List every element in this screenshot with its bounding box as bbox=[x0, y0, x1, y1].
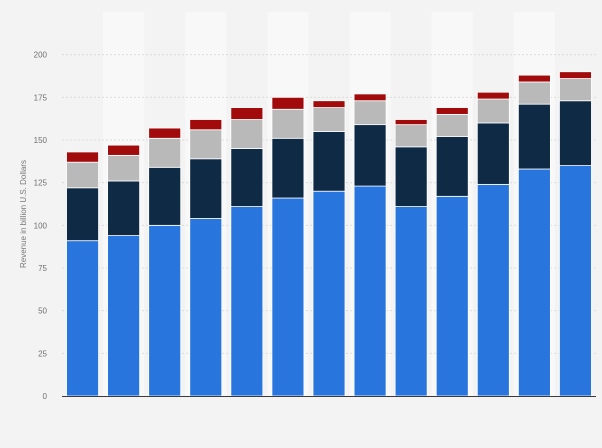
bar-segment bbox=[271, 96, 305, 110]
y-axis-title: Revenue in billion U.S. Dollars bbox=[19, 160, 28, 268]
bar-segment bbox=[189, 218, 223, 397]
bar-segment bbox=[189, 129, 223, 160]
bar-segment bbox=[435, 107, 469, 115]
bar-segment bbox=[394, 119, 428, 126]
bar-segment bbox=[148, 166, 182, 226]
bar-segment bbox=[271, 108, 305, 139]
bar-segment bbox=[559, 78, 592, 102]
bar-segment bbox=[353, 100, 387, 126]
bar-segment bbox=[476, 98, 510, 124]
bar-segment bbox=[394, 206, 428, 397]
bar-segment bbox=[517, 103, 551, 170]
bar-segment bbox=[435, 195, 469, 397]
bar-segment bbox=[107, 154, 141, 182]
bar-segment bbox=[435, 136, 469, 197]
bar-segment bbox=[435, 114, 469, 137]
bar-segment bbox=[148, 224, 182, 397]
bar-segment bbox=[107, 144, 141, 156]
bar-segment bbox=[476, 91, 510, 100]
y-tick-label: 0 bbox=[43, 392, 48, 401]
bar-segment bbox=[271, 197, 305, 397]
bar-segment bbox=[353, 185, 387, 397]
bar-segment bbox=[271, 137, 305, 199]
bar-segment bbox=[312, 131, 346, 192]
bar-segment bbox=[66, 187, 99, 242]
bar-segment bbox=[517, 74, 551, 83]
y-tick-label: 25 bbox=[38, 349, 47, 358]
bar-segment bbox=[312, 100, 346, 108]
bar-segment bbox=[394, 124, 428, 148]
y-tick-label: 75 bbox=[38, 264, 47, 273]
y-tick-label: 150 bbox=[34, 136, 48, 145]
y-tick-label: 125 bbox=[34, 179, 48, 188]
bar-segment bbox=[230, 119, 264, 149]
bar-segment bbox=[66, 151, 99, 163]
bar-segment bbox=[148, 137, 182, 168]
bar-segment bbox=[66, 161, 99, 189]
bar-segment bbox=[476, 183, 510, 397]
bar-segment bbox=[559, 165, 592, 397]
bar-segment bbox=[517, 81, 551, 105]
y-tick-label: 175 bbox=[34, 93, 48, 102]
bar-segment bbox=[353, 124, 387, 187]
y-tick-label: 200 bbox=[34, 51, 48, 60]
bar-segment bbox=[107, 180, 141, 236]
bar-segment bbox=[312, 190, 346, 397]
bar-segment bbox=[517, 168, 551, 397]
y-tick-label: 50 bbox=[38, 307, 47, 316]
bar-segment bbox=[559, 100, 592, 166]
bar-segment bbox=[107, 235, 141, 397]
y-tick-label: 100 bbox=[34, 221, 48, 230]
bar-segment bbox=[189, 119, 223, 131]
bar-segment bbox=[559, 71, 592, 79]
bar-segment bbox=[230, 206, 264, 397]
bar-segment bbox=[230, 148, 264, 207]
bar-segment bbox=[148, 127, 182, 139]
bar-segment bbox=[230, 107, 264, 120]
bar-segment bbox=[66, 240, 99, 397]
bar-segment bbox=[312, 107, 346, 132]
bar-segment bbox=[353, 93, 387, 102]
bar-segment bbox=[189, 158, 223, 219]
bar-segment bbox=[394, 146, 428, 207]
bar-segment bbox=[476, 122, 510, 185]
